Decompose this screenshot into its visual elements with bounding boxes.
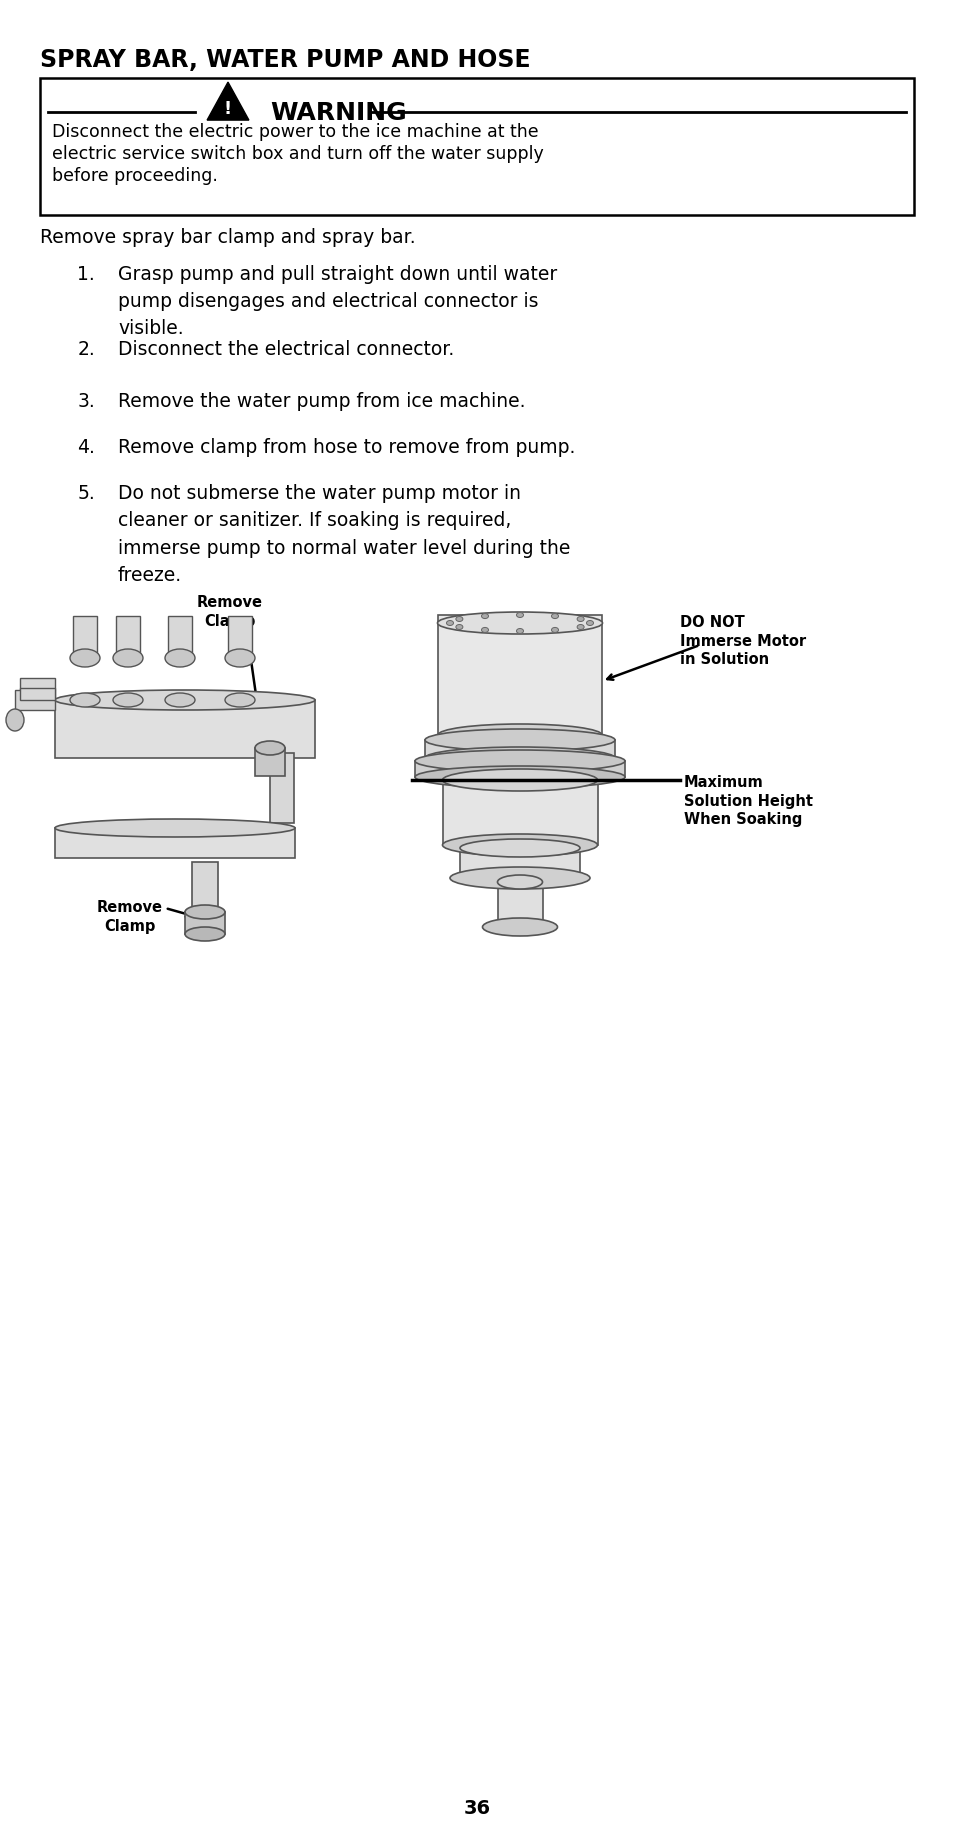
Bar [415,760,624,777]
Ellipse shape [415,766,624,788]
Ellipse shape [442,769,597,792]
Bar [20,677,55,690]
Text: Remove
Clamp: Remove Clamp [97,900,163,934]
Ellipse shape [185,926,225,941]
Text: 1.: 1. [77,266,95,284]
Bar [55,699,314,758]
Text: SPRAY BAR, WATER PUMP AND HOSE: SPRAY BAR, WATER PUMP AND HOSE [40,48,530,72]
Ellipse shape [497,875,542,889]
Text: !: ! [224,100,232,118]
Bar [55,828,294,858]
Ellipse shape [225,694,254,707]
Bar [497,882,542,926]
Text: Remove the water pump from ice machine.: Remove the water pump from ice machine. [118,391,525,411]
Ellipse shape [551,614,558,618]
Text: DO NOT
Immerse Motor
in Solution: DO NOT Immerse Motor in Solution [679,614,805,668]
Text: Remove spray bar clamp and spray bar.: Remove spray bar clamp and spray bar. [40,229,416,247]
Ellipse shape [55,819,294,838]
Ellipse shape [459,839,579,856]
Bar [15,690,55,710]
Ellipse shape [586,620,593,625]
Text: 36: 36 [463,1799,490,1817]
Ellipse shape [577,624,583,629]
Ellipse shape [437,613,602,635]
Ellipse shape [456,616,462,622]
Polygon shape [207,81,249,120]
Bar [437,614,601,734]
Bar [228,616,252,659]
Ellipse shape [424,729,615,751]
Ellipse shape [577,616,583,622]
Text: Remove clamp from hose to remove from pump.: Remove clamp from hose to remove from pu… [118,437,575,458]
Text: Grasp pump and pull straight down until water
pump disengages and electrical con: Grasp pump and pull straight down until … [118,266,557,338]
Ellipse shape [437,723,601,745]
Text: Remove
Clamp: Remove Clamp [196,594,263,629]
Ellipse shape [446,620,453,625]
Ellipse shape [70,694,100,707]
Text: 3.: 3. [77,391,95,411]
Ellipse shape [456,624,462,629]
Ellipse shape [481,627,488,633]
Ellipse shape [481,614,488,618]
Text: Disconnect the electric power to the ice machine at the: Disconnect the electric power to the ice… [52,124,538,140]
Bar [192,862,218,911]
Ellipse shape [165,694,194,707]
Bar [442,780,598,845]
Text: WARNING: WARNING [270,101,406,125]
Ellipse shape [112,649,143,668]
Bar [270,753,294,823]
Text: 2.: 2. [77,339,95,360]
Ellipse shape [516,629,523,633]
Bar [168,616,192,659]
Bar [254,747,285,777]
Ellipse shape [55,690,314,710]
Text: Do not submerse the water pump motor in
cleaner or sanitizer. If soaking is requ: Do not submerse the water pump motor in … [118,483,570,585]
Bar [20,688,55,699]
Bar [73,616,97,659]
Ellipse shape [254,742,285,755]
Bar [459,849,579,878]
Ellipse shape [442,834,597,856]
Text: 4.: 4. [77,437,95,458]
Ellipse shape [424,747,615,769]
Text: electric service switch box and turn off the water supply: electric service switch box and turn off… [52,146,543,162]
Ellipse shape [165,649,194,668]
Ellipse shape [70,649,100,668]
Text: 5.: 5. [77,483,95,504]
Bar [185,911,225,934]
Text: Maximum
Solution Height
When Soaking: Maximum Solution Height When Soaking [683,775,812,827]
Bar [40,77,913,216]
Ellipse shape [450,867,589,889]
Ellipse shape [185,906,225,919]
Ellipse shape [516,613,523,618]
Text: Disconnect the electrical connector.: Disconnect the electrical connector. [118,339,454,360]
Ellipse shape [225,649,254,668]
Ellipse shape [482,919,557,935]
Bar [424,740,615,758]
Ellipse shape [6,708,24,731]
Ellipse shape [112,694,143,707]
Bar [116,616,140,659]
Ellipse shape [551,627,558,633]
Text: before proceeding.: before proceeding. [52,168,217,184]
Ellipse shape [415,751,624,771]
